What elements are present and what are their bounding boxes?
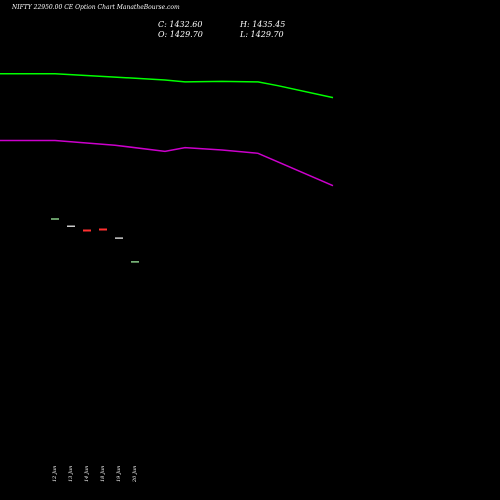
- x-tick-label: 14 Jun: [84, 466, 90, 482]
- series-layer: [0, 73, 334, 187]
- x-axis-ticks: 12 Jun 13 Jun 14 Jun 18 Jun 19 Jun 20 Jun: [52, 466, 138, 483]
- candle-layer: [51, 218, 139, 263]
- close-price: C: 1432.60: [158, 20, 202, 29]
- x-tick-label: 12 Jun: [52, 466, 58, 482]
- high-price: H: 1435.45: [239, 20, 285, 29]
- low-price: L: 1429.70: [239, 30, 284, 39]
- series-line-2: [0, 139, 334, 187]
- open-price: O: 1429.70: [158, 30, 203, 39]
- x-tick-label: 18 Jun: [100, 466, 106, 482]
- chart-title: NIFTY 22950.00 CE Option Chart ManatheBo…: [11, 4, 180, 11]
- series-line-1: [0, 73, 334, 99]
- x-tick-label: 20 Jun: [132, 466, 138, 483]
- x-tick-label: 19 Jun: [116, 466, 122, 482]
- x-tick-label: 13 Jun: [68, 466, 74, 482]
